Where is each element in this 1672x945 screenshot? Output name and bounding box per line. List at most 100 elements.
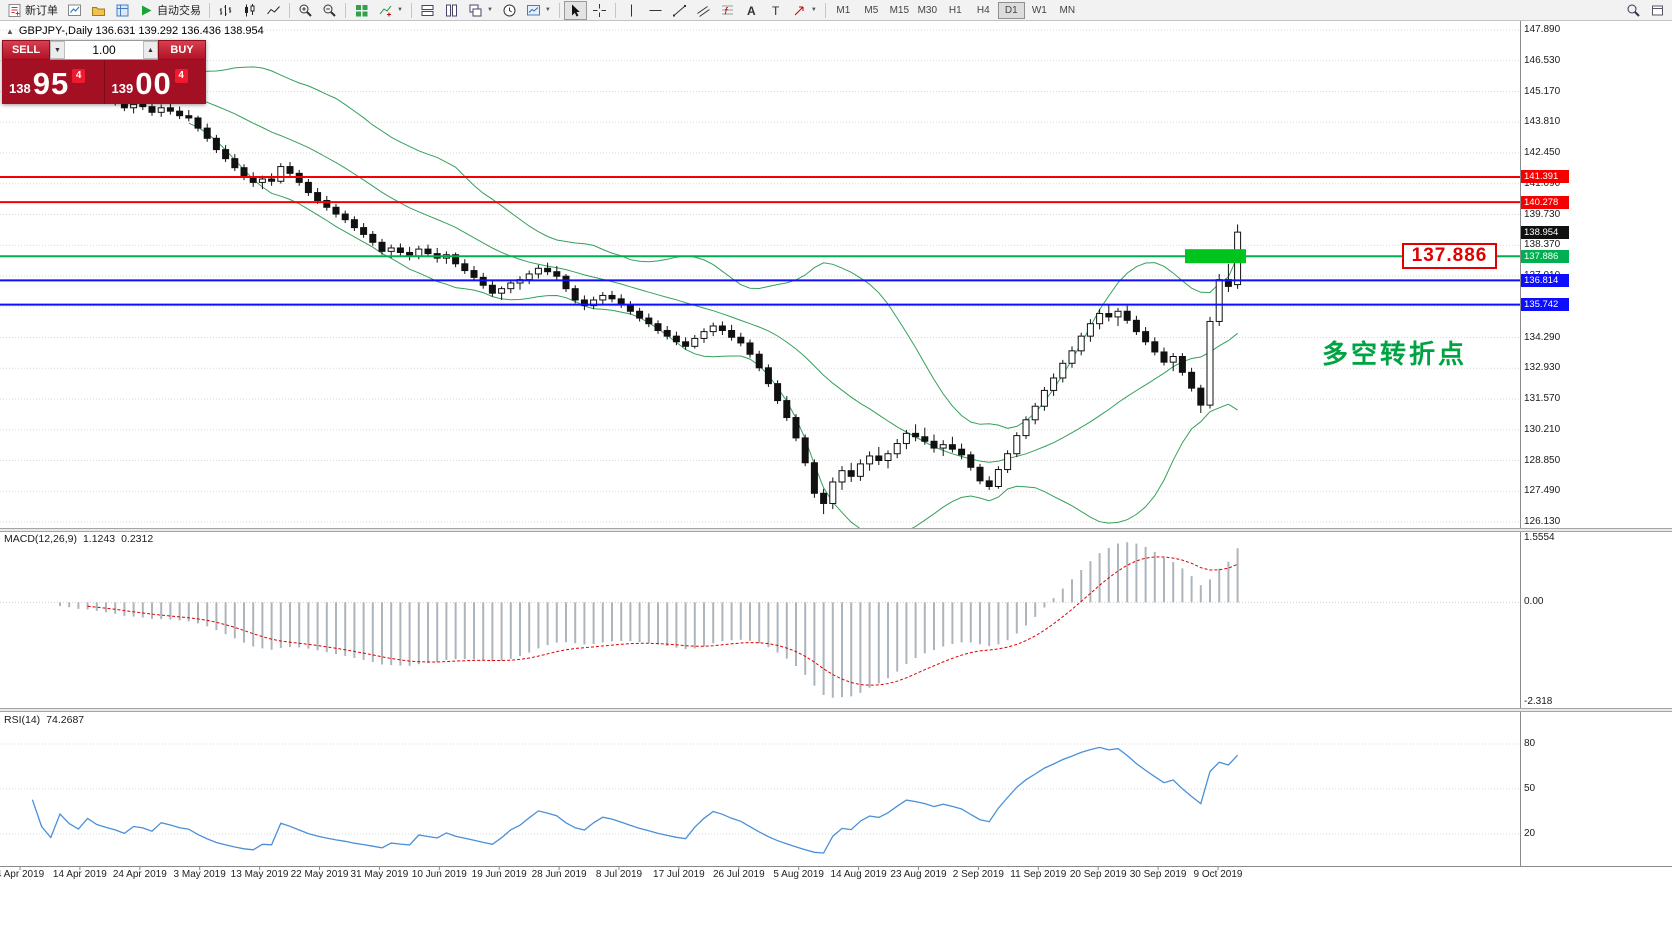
market-watch-button[interactable] (111, 1, 134, 20)
vertical-line-button[interactable] (620, 1, 643, 20)
bar-chart-button[interactable] (214, 1, 237, 20)
volume-increase-button[interactable]: ▲ (143, 41, 158, 59)
tile-vertical-button[interactable] (440, 1, 463, 20)
svg-text:T: T (772, 4, 780, 18)
vertical-line-icon (630, 4, 632, 16)
tile-windows-button[interactable] (350, 1, 373, 20)
candle-body (304, 181, 312, 194)
one-click-trading-panel: SELL ▼ ▲ BUY 138 95 4 139 00 4 (2, 40, 206, 104)
new-chart-button[interactable] (63, 1, 86, 20)
cursor-button[interactable] (563, 0, 587, 20)
horizontal-line-button[interactable] (644, 1, 667, 20)
templates-button[interactable]: ▼ (522, 1, 555, 20)
candle-body (820, 492, 828, 504)
crosshair-button[interactable] (588, 1, 611, 20)
volume-control: ▼ ▲ (50, 40, 158, 60)
svg-text:A: A (747, 4, 756, 18)
candle-body (1160, 351, 1168, 363)
indicators-icon (379, 5, 392, 16)
bid-price-point: 4 (72, 69, 86, 83)
candle-body (332, 206, 340, 215)
macd-value: 1.1243 (82, 533, 116, 545)
zoom-out-button[interactable] (318, 1, 341, 20)
new-window-button[interactable] (1646, 1, 1669, 20)
rsi-value: 74.2687 (46, 714, 85, 726)
candle-body (663, 329, 671, 337)
candle-body (1040, 389, 1048, 407)
toolbar-separator (614, 2, 616, 18)
new-order-button[interactable]: 新订单 (3, 1, 62, 20)
arrows-button[interactable]: ▼ (788, 1, 821, 20)
macd-histogram (59, 542, 1239, 698)
candle-body (452, 254, 460, 265)
tab-timeframe-mn[interactable]: MN (1059, 4, 1076, 16)
tab-timeframe-m30[interactable]: M30 (917, 4, 938, 16)
one-click-toggle-icon[interactable]: ▲ (6, 26, 14, 36)
dropdown-arrow-icon: ▼ (810, 7, 817, 13)
tab-timeframe-m1[interactable]: M1 (836, 4, 851, 16)
line-chart-icon (267, 5, 280, 14)
indicators-button[interactable]: ▼ (374, 1, 407, 20)
candle-body (755, 353, 763, 369)
candle-body (1151, 341, 1159, 353)
candle-body (1105, 313, 1113, 318)
bid-price[interactable]: 138 95 4 (2, 60, 104, 104)
rsi-name: RSI(14) (4, 714, 41, 726)
candle-body (1178, 355, 1186, 373)
bollinger-line (188, 96, 1238, 463)
text-button[interactable]: A (740, 1, 763, 20)
candle-body (599, 294, 607, 301)
cursor-icon (571, 4, 580, 16)
auto-trading-button[interactable]: 自动交易 (135, 1, 205, 20)
channel-button[interactable] (692, 1, 715, 20)
candlestick-chart-button[interactable] (238, 1, 261, 20)
candle-body (1169, 355, 1177, 363)
search-button[interactable] (1622, 1, 1645, 20)
tile-horizontal-button[interactable] (416, 1, 439, 20)
candle-body (893, 443, 901, 455)
macd-signal-value: 0.2312 (121, 533, 154, 545)
macd-pane (0, 542, 1520, 698)
tab-timeframe-d1[interactable]: D1 (997, 1, 1025, 19)
turning-point-annotation[interactable]: 多空转折点 (1322, 339, 1468, 369)
sell-button[interactable]: SELL (2, 40, 50, 60)
text-label-button[interactable]: T (764, 1, 787, 20)
buy-button[interactable]: BUY (158, 40, 206, 60)
tab-timeframe-w1[interactable]: W1 (1031, 4, 1047, 16)
candle-body (746, 342, 754, 355)
candle-body (884, 453, 892, 462)
tab-timeframe-m15[interactable]: M15 (889, 4, 910, 16)
pane-separator[interactable] (0, 708, 1672, 712)
candle-body (130, 103, 138, 109)
bid-price-major: 138 (9, 81, 31, 96)
trendline-button[interactable] (668, 1, 691, 20)
tab-timeframe-m5[interactable]: M5 (864, 4, 879, 16)
candle-body (277, 166, 285, 182)
new-order-icon (8, 3, 21, 17)
tab-timeframe-h1[interactable]: H1 (948, 4, 962, 16)
pivot-price-callout[interactable]: 137.886 (1402, 243, 1497, 269)
fibonacci-button[interactable]: f (716, 1, 739, 20)
zoom-in-button[interactable] (294, 1, 317, 20)
volume-input[interactable] (65, 41, 143, 59)
chart-caption-text: GBPJPY-,Daily 136.631 139.292 136.436 13… (18, 25, 264, 37)
auto-trading-play-icon (142, 5, 152, 15)
ask-price-pips: 00 (135, 66, 172, 101)
pane-separator[interactable] (0, 528, 1672, 532)
tab-timeframe-h4[interactable]: H4 (976, 4, 990, 16)
candle-body (801, 437, 809, 464)
arrow-tool-icon (794, 6, 804, 15)
cascade-windows-button[interactable]: ▼ (464, 1, 497, 20)
volume-decrease-button[interactable]: ▼ (50, 41, 65, 59)
candle-body (967, 454, 975, 468)
toolbar-separator (410, 2, 412, 18)
price-pane (0, 29, 1520, 528)
period-clock-button[interactable] (498, 1, 521, 20)
ask-price-major: 139 (111, 81, 134, 96)
profiles-button[interactable] (87, 1, 110, 20)
macd-signal-line (87, 556, 1238, 686)
ask-price[interactable]: 139 00 4 (103, 60, 207, 104)
line-chart-button[interactable] (262, 1, 285, 20)
candle-body (553, 271, 561, 277)
